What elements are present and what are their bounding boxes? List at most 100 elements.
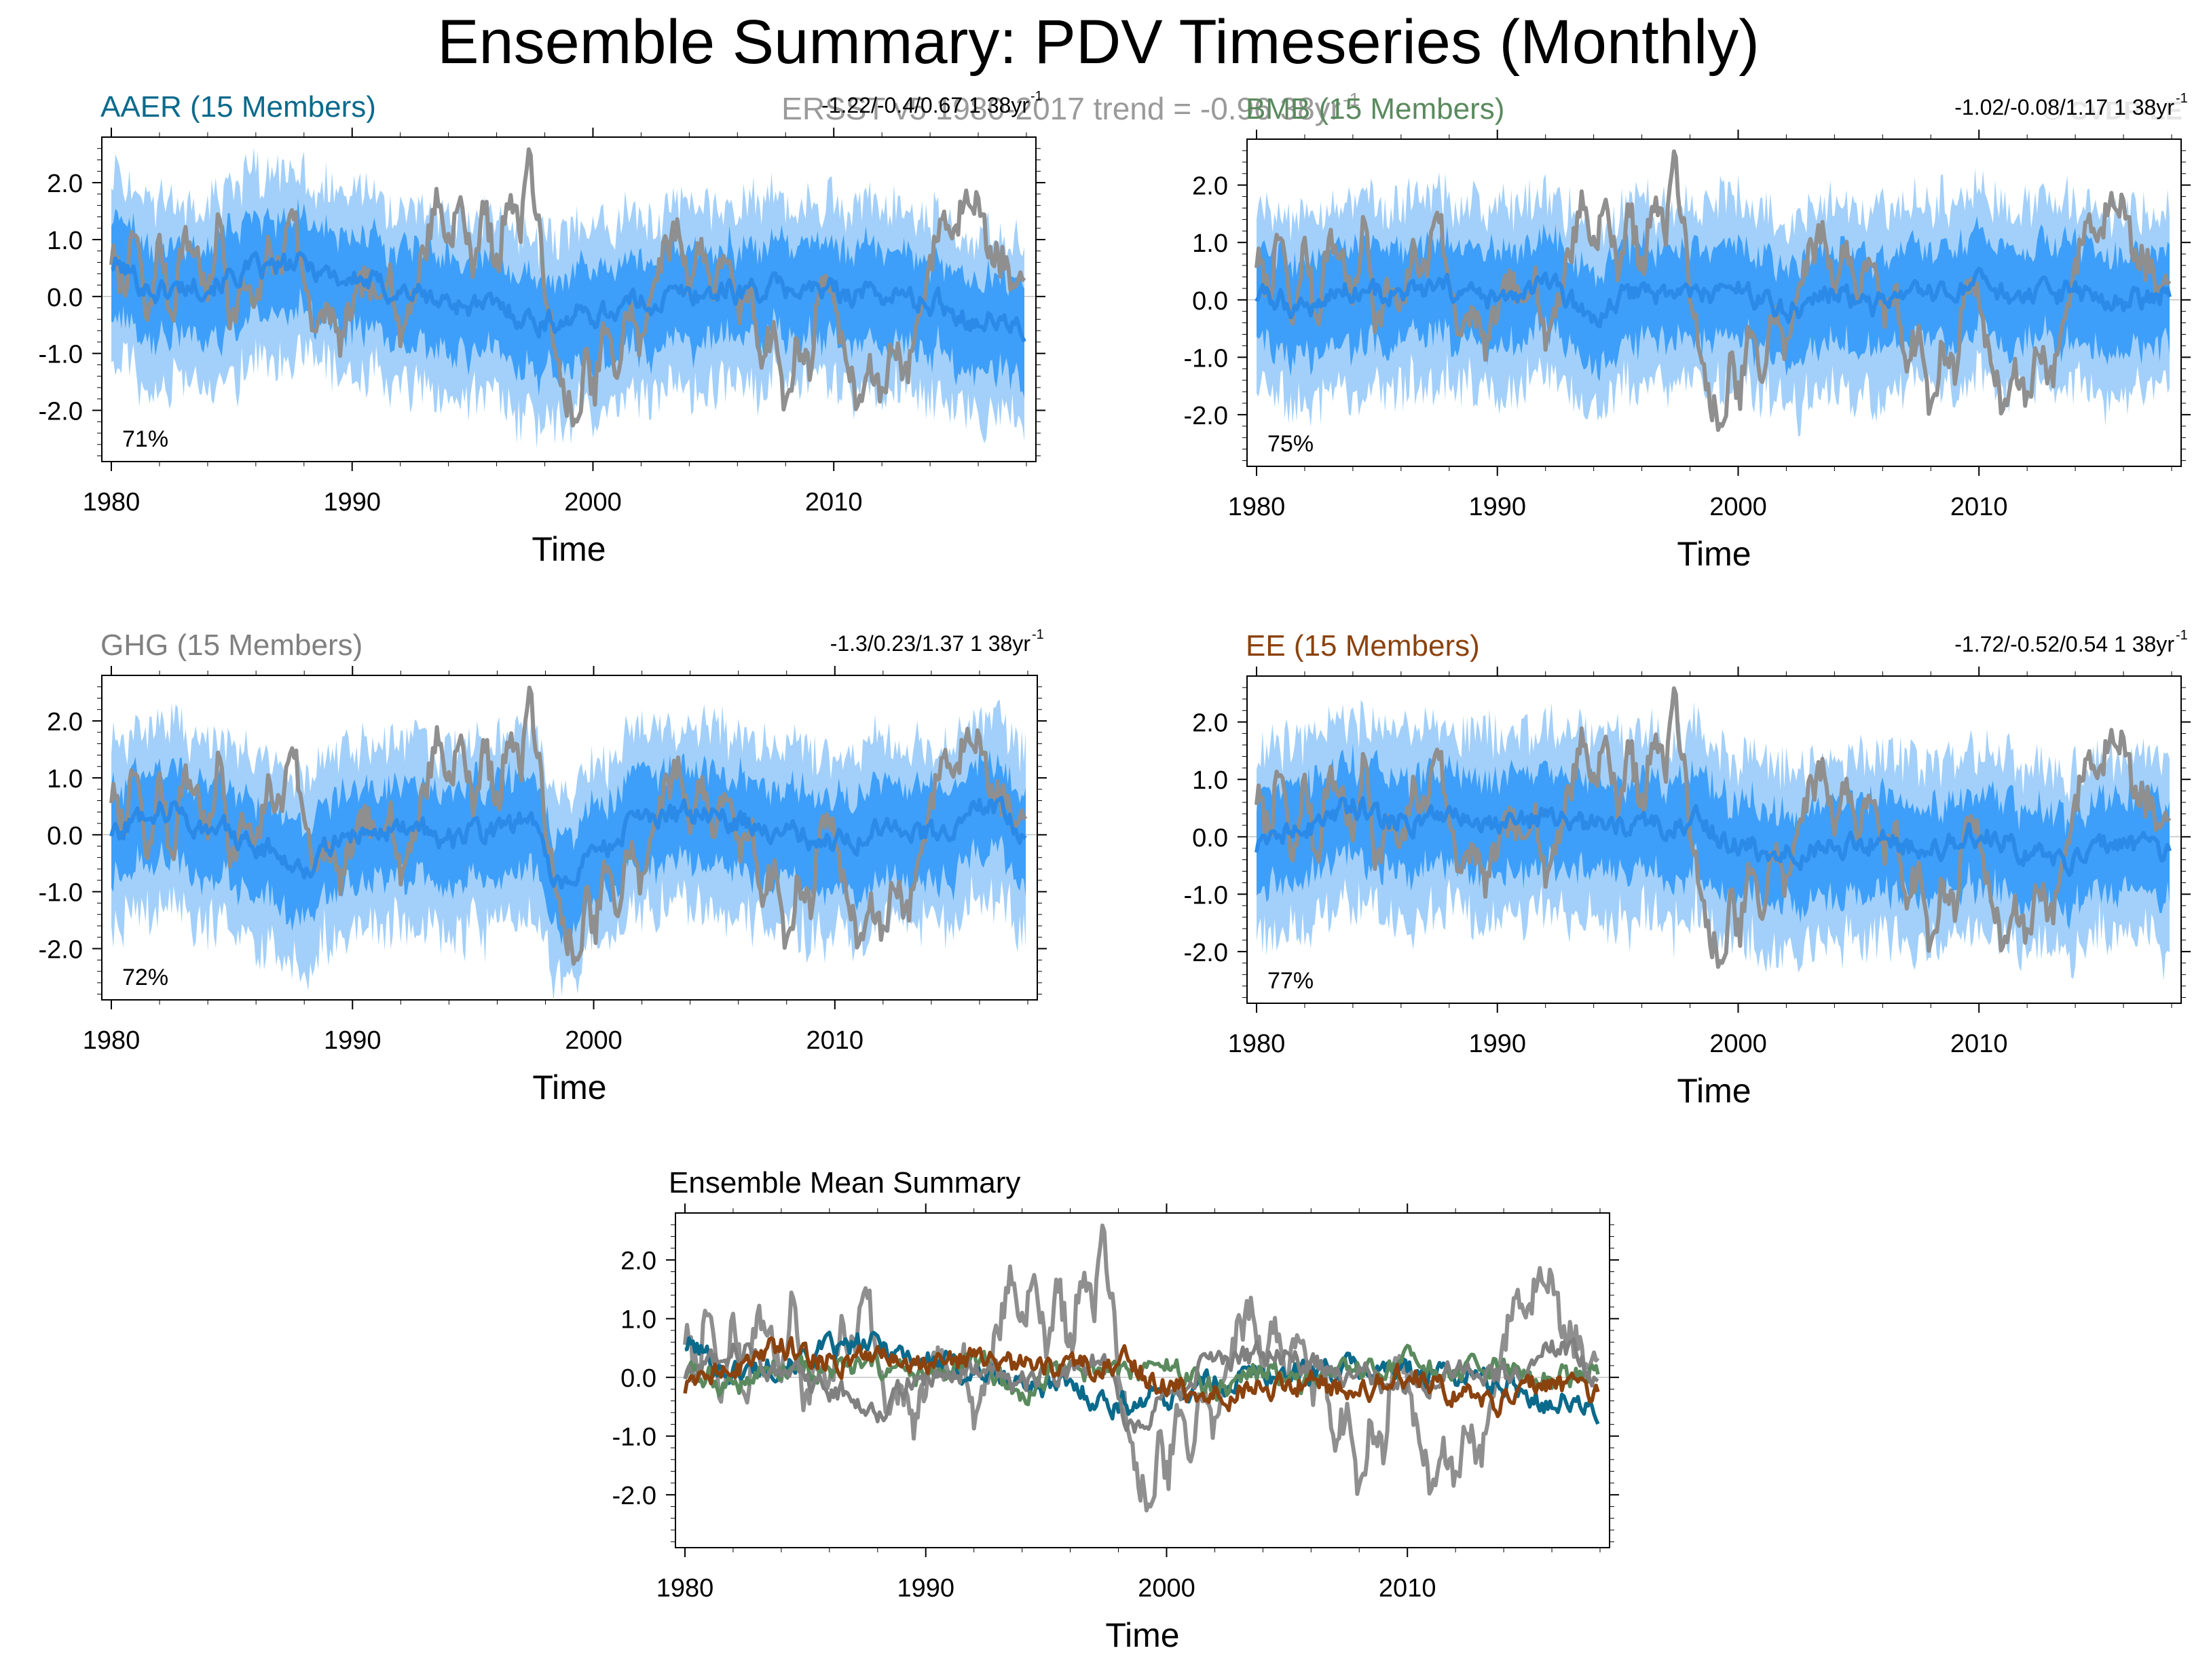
panel-ghg-plot-area (109, 686, 1028, 1000)
panel-ee-xtick-label: 2000 (1709, 1030, 1767, 1058)
panel-ghg-ytick-label: -1.0 (39, 879, 83, 908)
panel-ghg-ytick-label: -2.0 (39, 936, 83, 965)
panel-ee-plot-area (1255, 686, 2172, 982)
panel-ee-xtick-label: 1980 (1228, 1030, 1286, 1058)
panel-ghg-trend-label: -1.3/0.23/1.37 1 38yr (830, 631, 1031, 656)
panel-ensemble-mean-plot-frame (675, 1212, 1610, 1548)
panel-ghg-xtick-label: 1980 (83, 1026, 141, 1055)
panel-ensemble-mean-series-ee (683, 1336, 1600, 1419)
panel-ghg-percent-label: 72% (122, 965, 168, 990)
panel-aaer-trend-superscript: -1 (1030, 89, 1043, 104)
figure-title: Ensemble Summary: PDV Timeseries (Monthl… (437, 7, 1760, 77)
panel-aaer-trend-label: -1.22/-0.4/0.67 1 38yr (821, 93, 1029, 117)
panel-aaer-xtick-label: 1990 (323, 488, 381, 517)
panel-ghg: GHG (15 Members) -1.3/0.23/1.37 1 38yr -1 2… (39, 627, 1047, 1106)
panel-ee-ytick-label: -2.0 (1184, 939, 1228, 967)
panel-ensemble-mean-ytick-label: 0.0 (620, 1364, 656, 1393)
panel-ghg-ytick-label: 2.0 (47, 708, 83, 736)
panel-ensemble-mean-ytick-label: -1.0 (612, 1423, 656, 1452)
panel-aaer-ytick-label: 0.0 (47, 284, 83, 312)
panel-ghg-title: GHG (15 Members) (100, 629, 363, 662)
panel-ensemble-mean-xtick-label: 2010 (1379, 1574, 1436, 1603)
panel-bmb-obs-line (1255, 149, 2172, 432)
subtitle-superscript: -1 (1343, 89, 1360, 110)
panel-bmb-xtick-label: 1990 (1468, 493, 1526, 521)
panel-bmb-xtick-label: 2000 (1709, 493, 1767, 521)
panel-aaer-title: AAER (15 Members) (100, 90, 376, 124)
panel-aaer-xaxis-label: Time (532, 530, 606, 568)
subtitle-text: ERSST v5 1980-2017 trend = -0.96 38yr (781, 91, 1341, 126)
panel-aaer-percent-label: 71% (122, 426, 168, 452)
panel-ensemble-mean-ytick-label: -2.0 (612, 1482, 656, 1510)
panel-bmb-trend-superscript: -1 (2176, 91, 2188, 106)
panel-bmb-ytick-label: -2.0 (1184, 402, 1228, 430)
panel-bmb-ytick-label: -1.0 (1184, 344, 1228, 373)
panel-ghg-ensemble-mean-line (109, 796, 1027, 890)
panel-aaer: AAER (15 Members) -1.22/-0.4/0.67 1 38yr -… (39, 89, 1045, 568)
panel-ee-ytick-label: -1.0 (1184, 881, 1228, 910)
panel-ee-xtick-label: 2010 (1950, 1030, 2008, 1058)
panel-ghg-trend-superscript: -1 (1032, 627, 1044, 642)
panel-ghg-ytick-label: 0.0 (47, 822, 83, 851)
panel-bmb-ytick-label: 2.0 (1192, 172, 1228, 201)
panel-aaer-plot-area (109, 147, 1026, 449)
panels-layer: AAER (15 Members) -1.22/-0.4/0.67 1 38yr -… (39, 89, 2191, 1654)
panel-ensemble-mean-series-ghg (683, 1337, 1599, 1434)
panel-ghg-xtick-label: 2000 (565, 1026, 623, 1055)
panel-ensemble-mean-xtick-label: 1990 (897, 1574, 954, 1603)
panel-aaer-xtick-label: 2000 (564, 488, 622, 517)
panel-ensemble-mean-ytick-label: 1.0 (620, 1306, 656, 1334)
panel-ghg-band-inner (111, 745, 1026, 946)
panel-ee-xtick-label: 1990 (1468, 1030, 1526, 1058)
panel-ee-plot-frame (1246, 675, 2182, 1004)
panel-ee-trend-label: -1.72/-0.52/0.54 1 38yr (1954, 632, 2174, 656)
panel-bmb-trend-label: -1.02/-0.08/1.17 1 38yr (1954, 95, 2174, 119)
panel-bmb-xtick-label: 1980 (1228, 493, 1286, 521)
panel-aaer-ytick-label: -1.0 (39, 341, 83, 369)
copyright-label: © CVDP-LE (2043, 97, 2182, 126)
panel-ee-xaxis-label: Time (1677, 1072, 1751, 1110)
panel-aaer-ensemble-mean-line (111, 250, 1026, 343)
panel-ghg-xaxis-label: Time (532, 1068, 606, 1106)
panel-ee-trend-superscript: -1 (2176, 628, 2188, 643)
panel-ensemble-mean-plot-area (683, 1223, 1600, 1513)
panel-ee-ytick-label: 0.0 (1192, 824, 1228, 853)
panel-ghg-plot-frame (101, 675, 1038, 1001)
panel-ensemble-mean: Ensemble Mean Summary 2.0 1.0 0.0 -1.0 -2.0 19… (612, 1166, 1619, 1654)
panel-bmb-ytick-label: 0.0 (1192, 287, 1228, 316)
panel-ensemble-mean-xtick-label: 1980 (656, 1574, 714, 1603)
panel-bmb-percent-label: 75% (1267, 431, 1314, 457)
panel-ee-ytick-label: 1.0 (1192, 766, 1228, 795)
panel-bmb-xaxis-label: Time (1677, 535, 1751, 573)
panel-aaer-ytick-label: 1.0 (47, 227, 83, 255)
panel-ee-obs-line (1255, 686, 2172, 969)
panel-bmb-xtick-label: 2010 (1950, 493, 2008, 521)
panel-aaer-xtick-label: 1980 (83, 488, 141, 517)
panel-ee-percent-label: 77% (1267, 968, 1314, 994)
panel-ensemble-mean-title: Ensemble Mean Summary (669, 1166, 1020, 1199)
panel-ghg-xtick-label: 1990 (324, 1026, 382, 1055)
panel-aaer-ytick-label: 2.0 (47, 170, 83, 198)
panel-ensemble-mean-xaxis-label: Time (1105, 1616, 1179, 1654)
panel-bmb-ytick-label: 1.0 (1192, 229, 1228, 258)
panel-ee-ytick-label: 2.0 (1192, 709, 1228, 738)
panel-ensemble-mean-ytick-label: 2.0 (620, 1247, 656, 1275)
panel-bmb-ensemble-mean-line (1255, 267, 2172, 329)
panel-bmb: BMB (15 Members) -1.02/-0.08/1.17 1 38yr -… (1184, 91, 2191, 573)
panel-ensemble-mean-xtick-label: 2000 (1138, 1574, 1195, 1603)
panel-aaer-xtick-label: 2010 (805, 488, 863, 517)
panel-aaer-ytick-label: -2.0 (39, 398, 83, 426)
panel-ee: EE (15 Members) -1.72/-0.52/0.54 1 38yr -1… (1184, 628, 2191, 1110)
panel-ghg-xtick-label: 2010 (806, 1026, 864, 1055)
panel-ghg-ytick-label: 1.0 (47, 765, 83, 794)
panel-ee-title: EE (15 Members) (1246, 629, 1480, 662)
panel-ee-ensemble-mean-line (1255, 796, 2172, 877)
panel-aaer-plot-frame (101, 136, 1037, 462)
panel-ghg-obs-line (109, 686, 1028, 966)
panel-bmb-plot-area (1255, 149, 2172, 437)
panel-aaer-band-inner (111, 198, 1024, 398)
panel-bmb-plot-frame (1246, 138, 2182, 467)
figure-subtitle: ERSST v5 1980-2017 trend = -0.96 38yr -1 (781, 89, 1360, 126)
panel-bmb-title: BMB (15 Members) (1246, 92, 1504, 126)
